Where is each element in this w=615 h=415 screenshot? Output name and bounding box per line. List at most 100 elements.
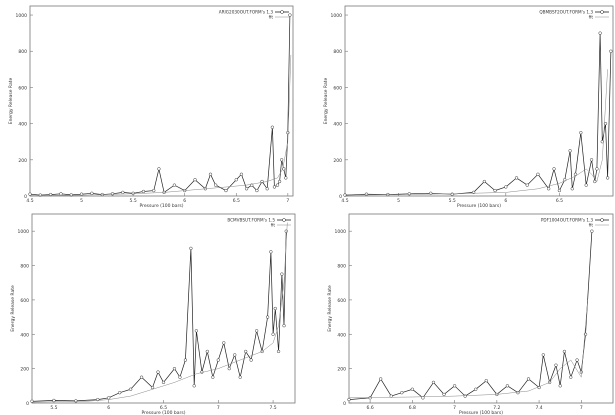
data-point xyxy=(121,190,125,195)
y-tick-label: 400 xyxy=(18,122,27,128)
data-point xyxy=(276,349,281,354)
x-axis-label: Pressure (100 bars) xyxy=(142,410,186,415)
plot-frame xyxy=(348,213,614,404)
y-tick-label: 200 xyxy=(20,367,29,373)
data-point xyxy=(214,183,218,187)
chart-panel-3: 0 200 400 600 800 1000 5.5 6 6.5 7 7.5 Pressure (10… xyxy=(10,213,296,415)
x-tick-label: 4.5 xyxy=(26,198,33,204)
data-point xyxy=(536,172,540,176)
fit-line xyxy=(348,299,588,399)
plot-frame xyxy=(29,5,294,197)
legend-label: fit xyxy=(271,223,276,228)
data-point xyxy=(368,396,372,400)
x-tick-label: 6 xyxy=(107,405,110,411)
data-point xyxy=(514,176,519,180)
data-point xyxy=(595,167,599,171)
data-point xyxy=(562,349,567,354)
data-point xyxy=(157,167,161,171)
y-tick-label: 1000 xyxy=(16,13,28,19)
data-point xyxy=(598,31,602,35)
data-point xyxy=(452,384,457,388)
x-tick-label: 6.6 xyxy=(367,405,374,411)
x-tick-label: 4.5 xyxy=(341,198,348,204)
data-series-line xyxy=(348,231,593,400)
data-point xyxy=(603,121,608,126)
data-point xyxy=(421,396,425,400)
data-point xyxy=(609,49,613,53)
data-point xyxy=(431,380,436,385)
data-point xyxy=(90,191,94,195)
y-tick-label: 800 xyxy=(20,264,29,270)
data-point xyxy=(118,391,122,395)
data-point xyxy=(269,250,273,254)
data-point xyxy=(189,246,193,250)
y-tick-label: 1000 xyxy=(335,229,347,235)
data-point xyxy=(224,188,228,193)
data-point xyxy=(554,363,558,367)
y-tick-label: 800 xyxy=(337,264,346,270)
y-axis-label: Energy Release Rate xyxy=(323,78,329,125)
x-tick-label: 7.4 xyxy=(535,405,542,411)
data-point xyxy=(505,384,510,388)
data-point xyxy=(347,397,351,402)
data-point xyxy=(552,167,556,171)
data-point xyxy=(573,172,578,176)
legend-marker xyxy=(600,10,604,14)
x-tick-label: 7 xyxy=(217,405,220,411)
y-tick-label: 600 xyxy=(333,85,342,91)
data-point xyxy=(161,380,166,385)
legend-label: ARIG2030OUT.FORM's 1.3 xyxy=(219,10,274,15)
y-tick-label: 0 xyxy=(26,401,29,407)
data-point xyxy=(52,398,56,403)
data-point xyxy=(482,179,486,184)
y-axis-label: Energy Release Rate xyxy=(8,78,14,125)
legend-label: fit xyxy=(269,15,274,20)
data-point xyxy=(280,272,284,276)
data-point xyxy=(410,387,414,391)
data-point xyxy=(131,191,135,195)
y-tick-label: 0 xyxy=(343,401,346,407)
x-axis-label: Pressure (100 bars) xyxy=(457,203,501,209)
x-tick-label: 6.5 xyxy=(160,405,167,411)
data-point xyxy=(474,387,478,391)
data-point xyxy=(484,379,488,383)
data-point xyxy=(590,229,594,233)
data-point xyxy=(504,185,508,189)
data-point xyxy=(192,384,196,388)
y-tick-label: 200 xyxy=(18,158,27,164)
data-point xyxy=(280,158,284,162)
data-point xyxy=(69,193,73,197)
x-tick-label: 7 xyxy=(286,198,289,204)
data-point xyxy=(570,187,574,191)
data-point xyxy=(38,193,42,197)
fit-line xyxy=(344,69,608,196)
y-tick-label: 200 xyxy=(333,158,342,164)
data-point xyxy=(244,349,248,354)
data-point xyxy=(233,353,237,357)
data-point xyxy=(208,172,213,176)
fit-line xyxy=(29,54,292,196)
data-point xyxy=(284,229,288,233)
data-point xyxy=(558,384,562,388)
data-point xyxy=(364,192,369,196)
data-point xyxy=(178,375,182,379)
data-point xyxy=(74,399,78,403)
data-point xyxy=(194,329,199,333)
chart-panel-2: 0 200 400 600 800 1000 4.5 5 5.5 6 6.5 Pressure (10… xyxy=(323,5,614,209)
data-point xyxy=(255,329,259,333)
data-point xyxy=(265,187,269,191)
y-tick-label: 400 xyxy=(337,332,346,338)
data-point xyxy=(389,394,393,398)
data-point xyxy=(450,192,454,196)
x-tick-label: 5.5 xyxy=(130,198,137,204)
data-point xyxy=(255,188,259,193)
data-point xyxy=(275,183,280,187)
legend-marker xyxy=(282,218,286,222)
data-point xyxy=(463,394,467,398)
y-tick-label: 600 xyxy=(18,85,27,91)
data-point xyxy=(606,176,610,180)
data-point xyxy=(139,375,144,379)
